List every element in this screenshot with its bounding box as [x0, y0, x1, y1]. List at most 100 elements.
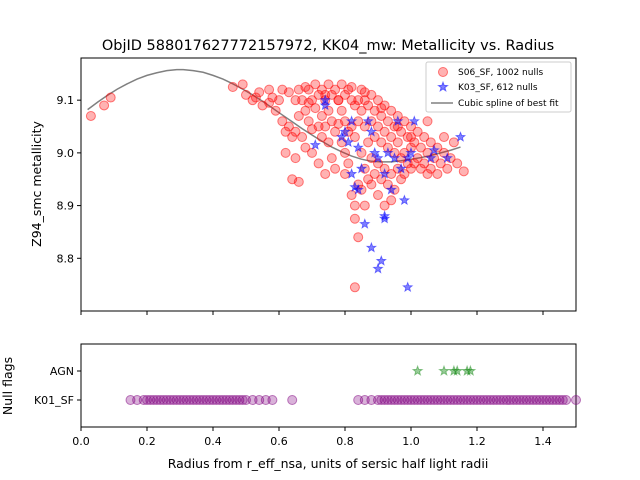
s06-point: [442, 163, 453, 174]
x-tick-label: 1.2: [468, 435, 486, 448]
s06-point: [386, 105, 397, 116]
s06-point: [336, 105, 347, 116]
k03-point: [388, 152, 401, 163]
agn-points: [411, 364, 477, 377]
s06-point: [376, 110, 387, 121]
k03-point: [378, 168, 391, 179]
s06-point: [419, 158, 430, 169]
null-plot-frame: [80, 343, 577, 428]
s06-point: [320, 168, 331, 179]
s06-point: [349, 132, 360, 143]
x-tick-label: 0.0: [72, 435, 90, 448]
s06-point: [349, 282, 360, 293]
s06-point: [336, 79, 347, 90]
s06-point: [283, 121, 294, 132]
y-axis-label: Z94_smc metallicity: [29, 121, 44, 247]
s06-point: [303, 97, 314, 108]
s06-point: [250, 92, 261, 103]
s06-point: [392, 137, 403, 148]
k01-point: [557, 395, 568, 405]
s06-point: [99, 100, 110, 111]
k03-point: [402, 281, 414, 293]
k03-point: [425, 152, 437, 163]
legend-label-fit: Cubic spline of best fit: [458, 99, 559, 109]
k03-point: [375, 254, 387, 266]
s06-point: [316, 132, 327, 143]
s06-point: [425, 137, 436, 148]
s06-point: [303, 84, 314, 95]
k03-points: [309, 94, 467, 293]
legend-marker-s06: [438, 67, 448, 77]
metallicity-plot: 8.8 8.9 9.0 9.1 Z94_smc metallicity S06_SF,…: [29, 57, 577, 315]
s06-point: [359, 95, 370, 106]
y-tick-label: 9.1: [57, 94, 75, 107]
s06-point: [415, 163, 426, 174]
s06-point: [241, 89, 251, 100]
s06-point: [105, 92, 116, 103]
s06-point: [283, 87, 294, 98]
s06-point: [330, 84, 341, 95]
category-label: K01_SF: [34, 394, 74, 407]
s06-point: [432, 168, 443, 179]
s06-point: [379, 200, 390, 211]
y-tick-label: 8.9: [57, 200, 75, 213]
s06-point: [254, 87, 265, 98]
s06-point: [376, 103, 387, 114]
category-label: AGN: [50, 365, 74, 378]
s06-point: [373, 121, 383, 132]
s06-point: [310, 103, 321, 114]
k03-point: [392, 115, 404, 127]
s06-point: [300, 142, 311, 153]
y-ticks: 8.8 8.9 9.0 9.1: [57, 94, 81, 265]
k03-point: [309, 139, 321, 150]
s06-point: [359, 200, 370, 211]
s06-point: [346, 81, 357, 92]
s06-point: [274, 95, 284, 106]
s06-point: [323, 79, 334, 90]
s06-point: [346, 190, 357, 201]
s06-point: [363, 137, 374, 148]
x-tick-label: 0.4: [204, 435, 222, 448]
s06-point: [386, 195, 397, 206]
k01-point: [561, 395, 572, 405]
s06-point: [287, 132, 298, 143]
s06-point: [340, 168, 350, 179]
s06-point: [330, 163, 341, 174]
s06-point: [458, 166, 469, 177]
s06-point: [293, 176, 304, 187]
k03-point: [405, 146, 417, 158]
k01-points: [125, 395, 581, 405]
s06-point: [396, 126, 407, 137]
s06-point: [363, 174, 374, 185]
s06-points: [85, 79, 469, 293]
k03-point: [402, 152, 414, 163]
y-tick-label: 8.8: [57, 252, 75, 265]
s06-point: [402, 132, 413, 143]
s06-point: [290, 126, 301, 137]
s06-point: [356, 105, 367, 116]
s06-point: [340, 89, 350, 100]
s06-point: [290, 153, 301, 164]
s06-point: [415, 142, 426, 153]
s06-point: [247, 95, 258, 106]
s06-point: [333, 95, 344, 106]
s06-point: [382, 116, 393, 127]
x-tick-label: 1.4: [534, 435, 552, 448]
s06-point: [297, 132, 308, 143]
k03-point: [408, 115, 420, 127]
s06-point: [280, 126, 291, 137]
agn-point: [411, 364, 424, 377]
k03-point: [359, 218, 371, 229]
agn-point: [464, 364, 477, 377]
s06-point: [412, 153, 423, 164]
k03-point: [336, 131, 348, 142]
s06-point: [227, 81, 238, 92]
s06-point: [425, 163, 436, 174]
s06-point: [363, 100, 374, 111]
k01-point: [287, 395, 298, 405]
s06-point: [406, 132, 416, 143]
k03-point: [365, 125, 378, 137]
k03-point: [342, 136, 354, 148]
legend-label-s06: S06_SF, 1002 nulls: [458, 68, 543, 78]
s06-point: [373, 190, 383, 201]
